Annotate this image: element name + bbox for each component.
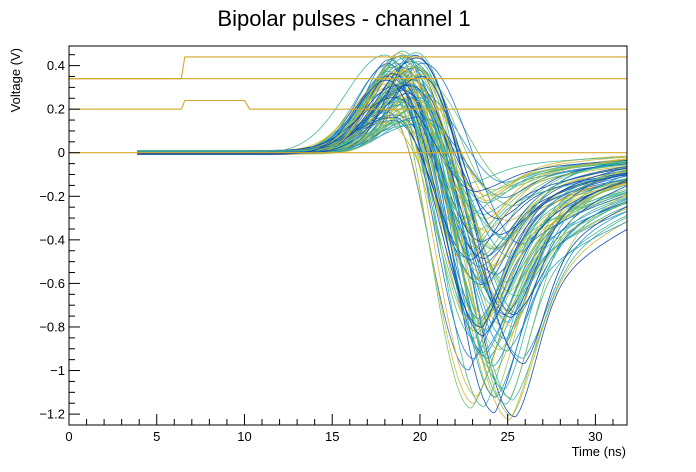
x-tick-label: 5 xyxy=(153,429,160,444)
pulse-trace xyxy=(137,117,627,404)
pulse-trace xyxy=(137,122,627,289)
y-tick-label: −1.2 xyxy=(39,407,65,422)
x-tick-label: 25 xyxy=(500,429,514,444)
step-trace xyxy=(69,99,627,110)
y-tick-label: −0.8 xyxy=(39,319,65,334)
x-tick-label: 0 xyxy=(65,429,72,444)
pulse-trace xyxy=(137,91,627,326)
pulse-trace xyxy=(137,99,627,408)
pulse-trace xyxy=(137,98,627,421)
y-tick-label: −0.4 xyxy=(39,232,65,247)
pulse-trace xyxy=(137,79,627,328)
plot-frame xyxy=(68,45,628,426)
x-tick-label: 10 xyxy=(237,429,251,444)
y-tick-label: −0.6 xyxy=(39,276,65,291)
step-trace xyxy=(69,56,627,80)
pulse-trace xyxy=(137,115,627,207)
x-axis-label: Time (ns) xyxy=(572,444,626,459)
pulse-trace xyxy=(137,64,627,218)
y-tick-label: −0.2 xyxy=(39,189,65,204)
pulse-trace xyxy=(137,119,627,239)
pulse-trace xyxy=(137,123,627,398)
series-layer xyxy=(69,50,627,421)
pulse-trace xyxy=(137,95,627,372)
pulse-trace xyxy=(137,54,627,236)
y-tick-label: 0 xyxy=(58,145,65,160)
pulse-trace xyxy=(137,73,627,293)
y-axis-label: Voltage (V) xyxy=(8,48,23,112)
pulse-trace xyxy=(137,92,627,414)
y-tick-label: −1 xyxy=(50,363,65,378)
chart-title: Bipolar pulses - channel 1 xyxy=(217,6,470,31)
y-tick-label: 0.2 xyxy=(47,102,65,117)
pulse-trace xyxy=(137,85,627,337)
y-axis: 0.4 0.2 0 −0.2 −0.4 −0.6 −0.8 −1 −1.2 xyxy=(39,54,80,426)
x-tick-label: 30 xyxy=(588,429,602,444)
pulse-trace xyxy=(137,73,627,350)
x-axis: 0 5 10 15 20 25 30 xyxy=(65,414,614,444)
y-tick-label: 0.4 xyxy=(47,58,65,73)
pulse-trace xyxy=(137,116,627,297)
x-tick-label: 20 xyxy=(413,429,427,444)
pulse-trace xyxy=(137,104,627,401)
pulse-trace xyxy=(137,67,627,418)
x-tick-label: 15 xyxy=(325,429,339,444)
